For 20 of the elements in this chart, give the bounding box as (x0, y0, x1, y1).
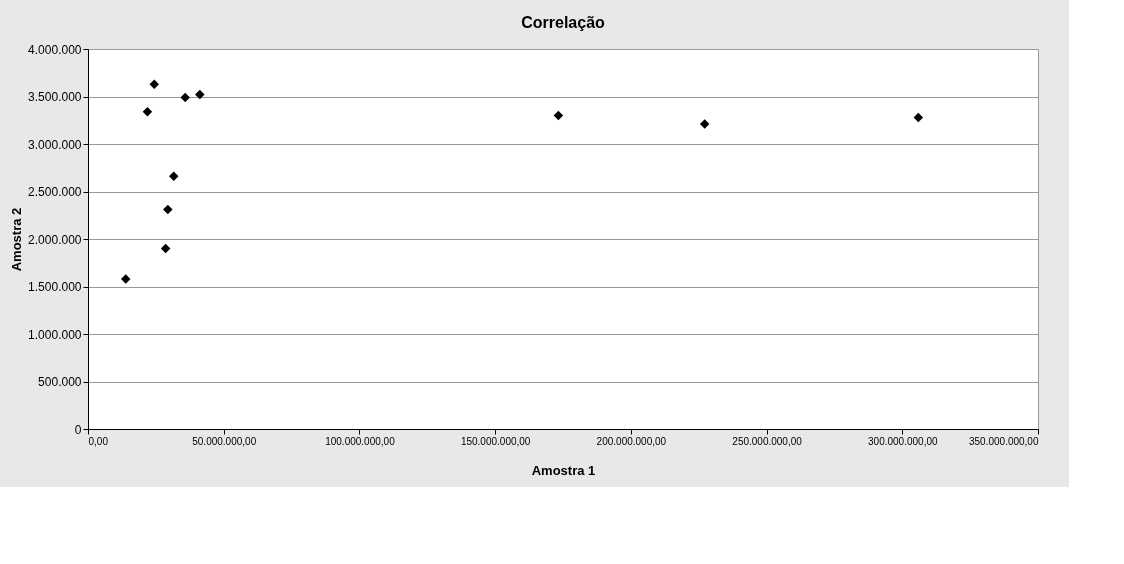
y-tick-label: 2.500.000 (28, 185, 82, 199)
y-tick-label: 0 (74, 422, 82, 437)
y-tick-label: 1.500.000 (28, 280, 82, 294)
x-tick-label: 0,00 (88, 435, 109, 447)
x-tick-label: 350.000.000,00 (968, 435, 1039, 447)
y-tick-label: 3.000.000 (28, 137, 82, 152)
x-tick-label: 250.000.000,00 (732, 435, 803, 447)
chart-title: Correlação (521, 14, 606, 31)
y-tick-label: 500.000 (38, 375, 82, 389)
y-axis-title: Amostra 2 (9, 207, 25, 272)
y-tick-label: 2.000.000 (28, 232, 82, 247)
x-tick-label: 150.000.000,00 (460, 435, 531, 447)
y-tick-label: 1.000.000 (28, 327, 82, 342)
x-tick-label: 300.000.000,00 (868, 435, 938, 447)
x-axis-title: Amostra 1 (531, 462, 596, 478)
y-tick-label: 3.500.000 (28, 90, 82, 104)
x-tick-label: 100.000.000,00 (325, 435, 396, 447)
y-tick-label: 4.000.000 (28, 42, 82, 57)
x-tick-label: 50.000.000,00 (192, 435, 257, 447)
x-tick-label: 200.000.000,00 (596, 435, 667, 447)
